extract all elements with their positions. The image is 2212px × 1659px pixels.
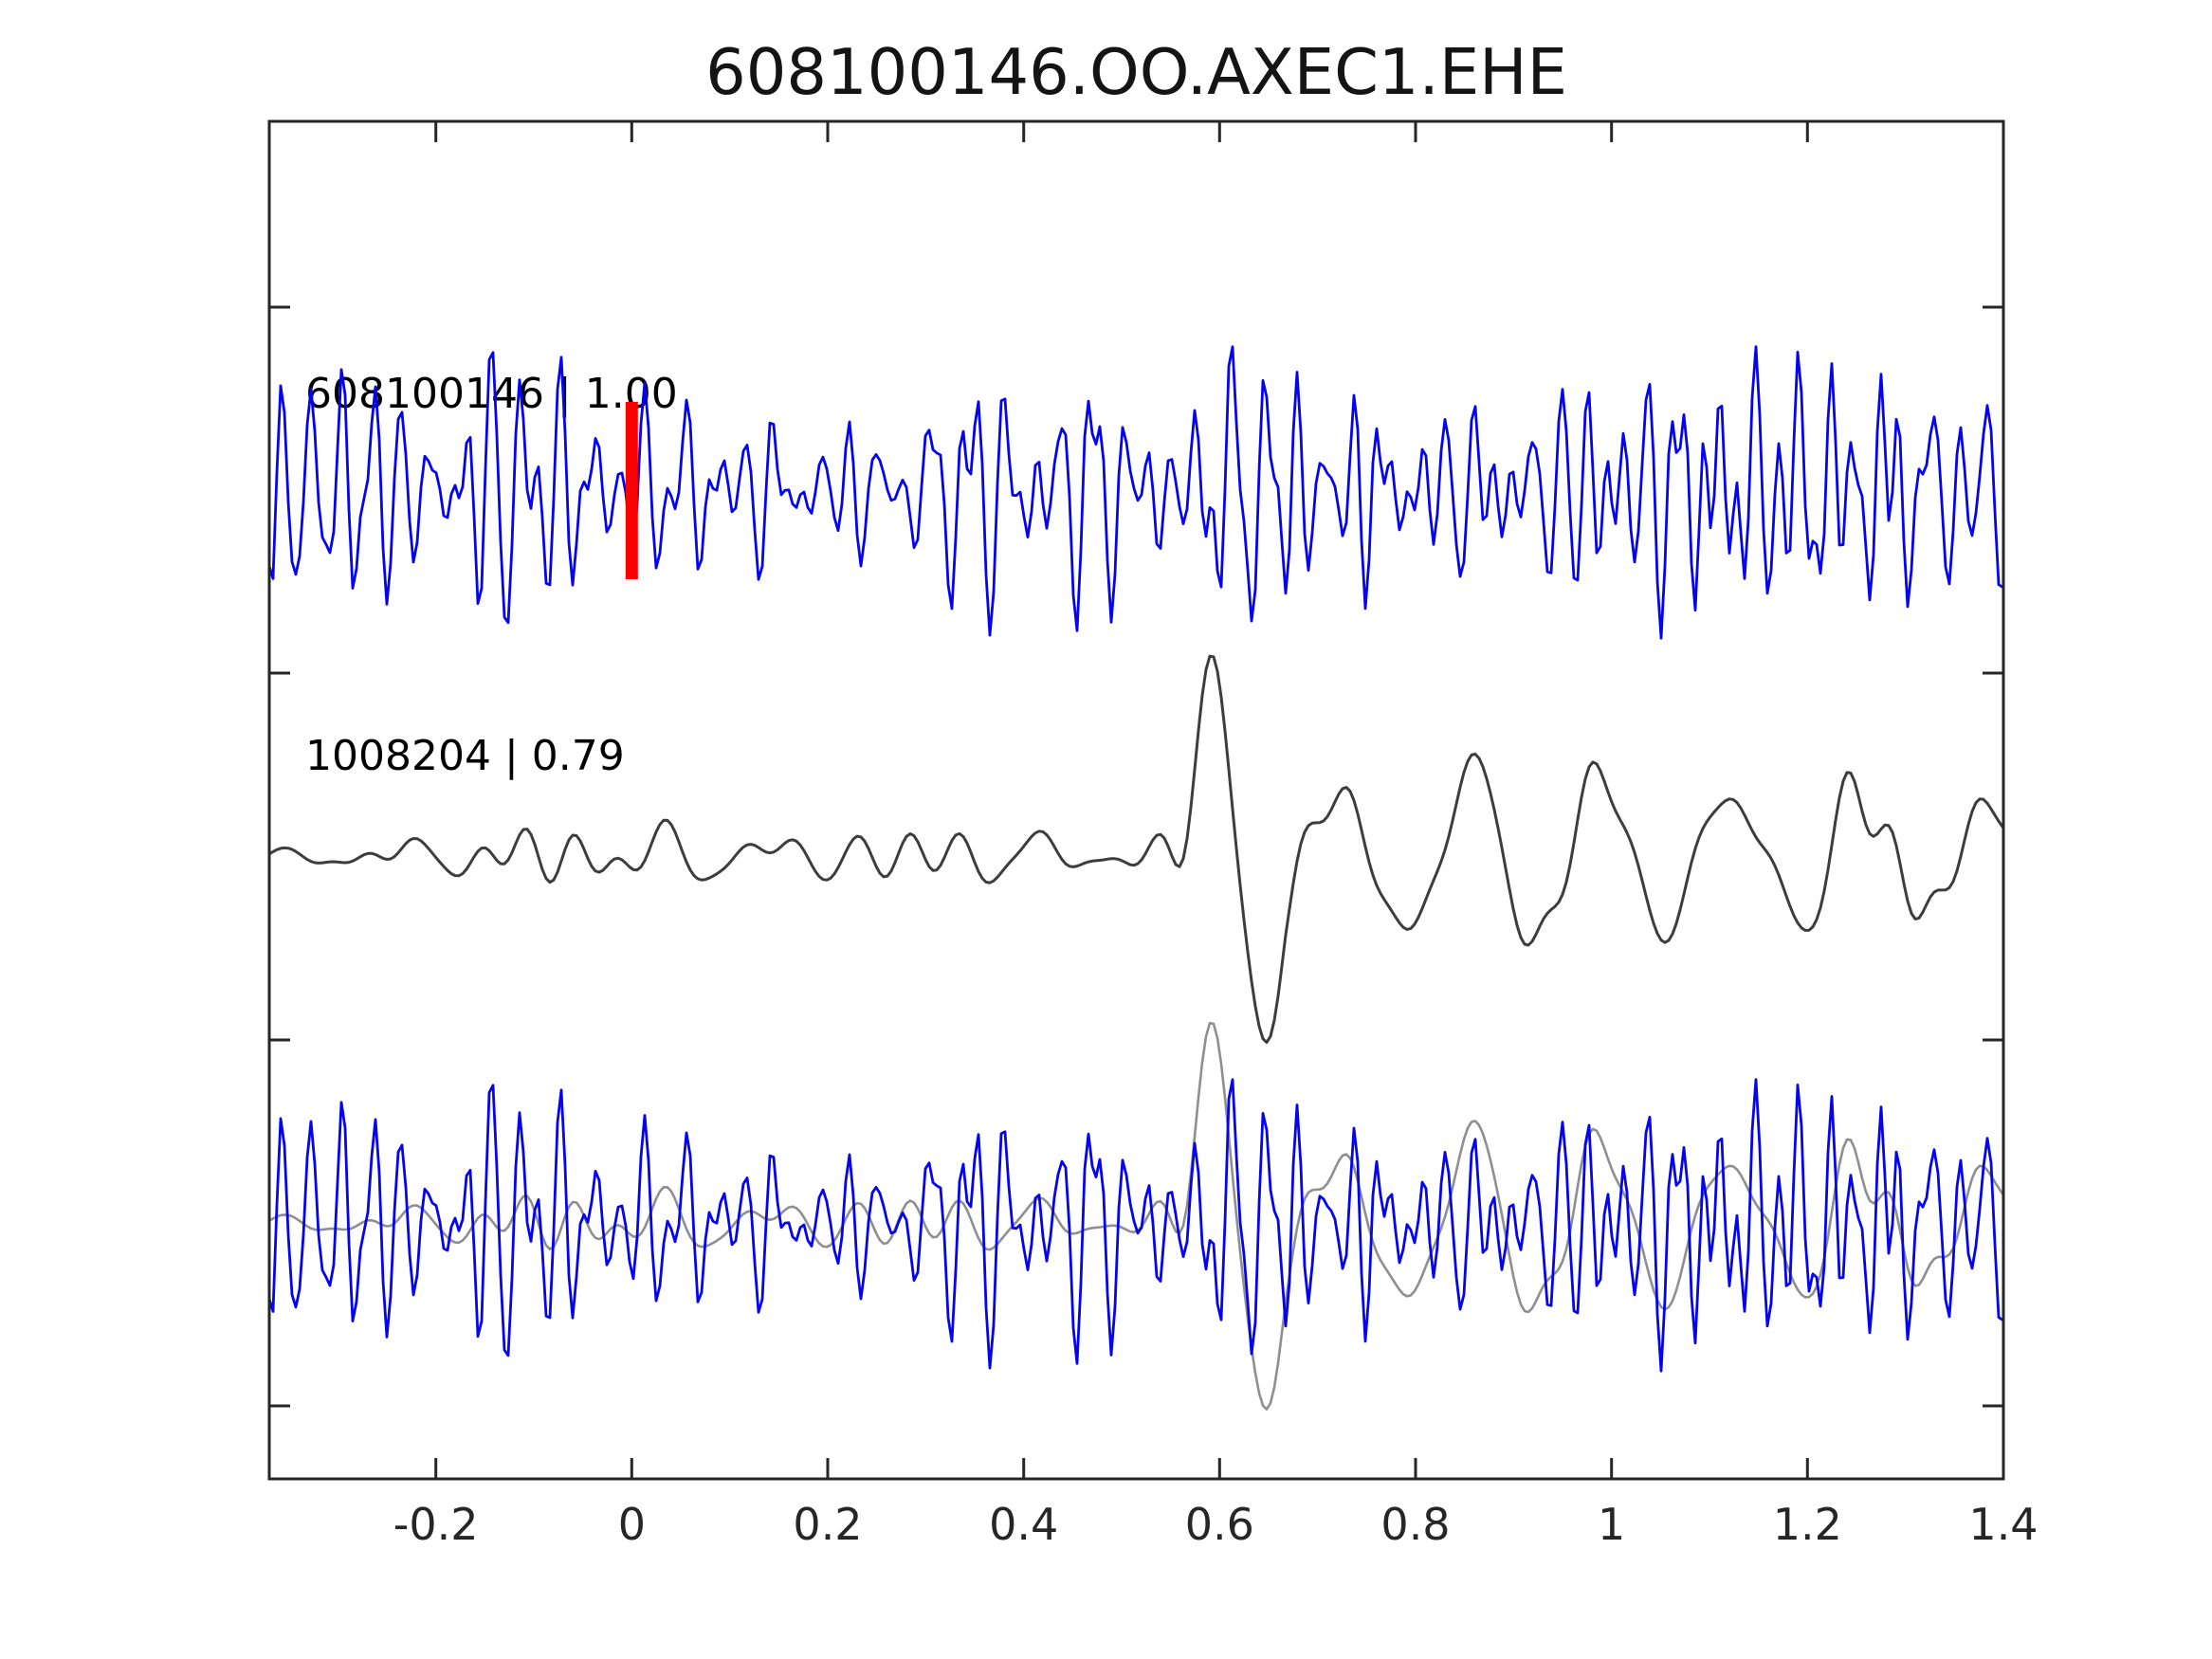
trace-label-template: 1008204 | 0.79 bbox=[305, 732, 625, 780]
x-tick-label: 0.2 bbox=[793, 1499, 863, 1550]
trace-label-detection: 608100146 | 1.00 bbox=[305, 370, 678, 418]
trace-overlay-detection bbox=[269, 1078, 2003, 1373]
x-tick-label: 1.4 bbox=[1968, 1499, 2038, 1550]
x-tick-label: 0.4 bbox=[989, 1499, 1059, 1550]
template-start-marker bbox=[625, 402, 638, 579]
plot-border bbox=[267, 119, 2005, 1481]
x-tick-label: 0.6 bbox=[1184, 1499, 1254, 1550]
plot-title: 608100146.OO.AXEC1.EHE bbox=[705, 35, 1567, 109]
x-tick-label: -0.2 bbox=[393, 1499, 479, 1550]
x-tick-label: 0 bbox=[617, 1499, 646, 1550]
trace-template bbox=[269, 654, 2003, 1045]
trace-detection bbox=[269, 345, 2003, 640]
x-tick-label: 1 bbox=[1598, 1499, 1626, 1550]
x-tick-label: 1.2 bbox=[1772, 1499, 1842, 1550]
axis-ticks bbox=[269, 121, 2005, 1479]
x-tick-label: 0.8 bbox=[1380, 1499, 1451, 1550]
trace-overlay-template bbox=[269, 1021, 2003, 1411]
